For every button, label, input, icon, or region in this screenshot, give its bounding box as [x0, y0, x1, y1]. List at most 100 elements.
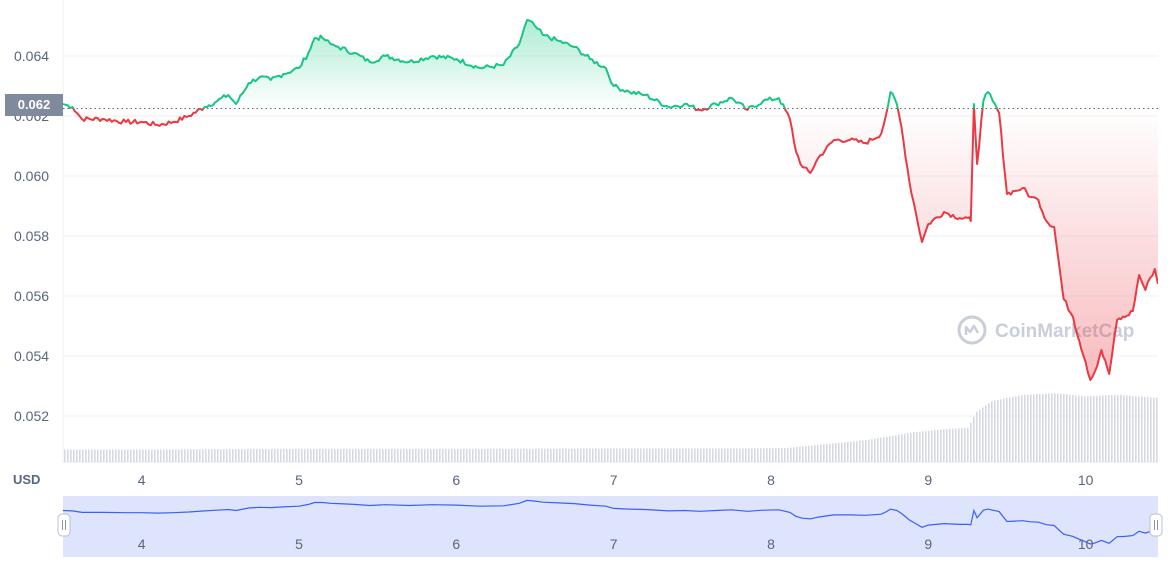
navigator-right-handle[interactable] [1149, 513, 1163, 537]
navigator-left-handle[interactable] [57, 513, 71, 537]
volume-bar [109, 449, 111, 462]
volume-bar [103, 449, 105, 462]
volume-bar [568, 448, 570, 462]
volume-bar [1147, 397, 1149, 462]
volume-bar [853, 441, 855, 462]
volume-bar [283, 448, 285, 462]
volume-bar [1087, 396, 1089, 462]
volume-bar [979, 409, 981, 462]
volume-bar [1060, 393, 1062, 462]
volume-bar [670, 448, 672, 462]
volume-bar [223, 449, 225, 462]
volume-bar [430, 448, 432, 462]
volume-bar [1030, 394, 1032, 462]
volume-bar [1099, 395, 1101, 462]
volume-bar [136, 449, 138, 462]
volume-bar [841, 442, 843, 462]
volume-bar [328, 448, 330, 462]
volume-bar [106, 449, 108, 462]
volume-bar [700, 448, 702, 462]
volume-bar [445, 448, 447, 462]
volume-bar [631, 448, 633, 462]
volume-bar [847, 441, 849, 462]
navigator-tick-label: 9 [924, 536, 932, 552]
volume-bar [634, 448, 636, 462]
volume-bar [1126, 395, 1128, 462]
volume-bar [1024, 394, 1026, 462]
volume-bar [475, 448, 477, 462]
volume-bar [829, 443, 831, 462]
volume-bar [487, 448, 489, 462]
volume-bar [757, 448, 759, 462]
volume-bar [175, 449, 177, 462]
volume-bar [412, 448, 414, 462]
volume-bar [478, 448, 480, 462]
volume-bar [70, 449, 72, 462]
volume-bar [505, 448, 507, 462]
volume-bar [466, 448, 468, 462]
volume-bar [64, 449, 66, 462]
volume-bar [985, 405, 987, 462]
navigator[interactable]: 4 5 6 7 8 9 10 [57, 496, 1163, 557]
volume-bar [1078, 395, 1080, 462]
volume-bar [1090, 396, 1092, 462]
volume-bar [730, 448, 732, 462]
volume-bar [886, 436, 888, 462]
volume-bar [193, 449, 195, 462]
volume-bar [166, 449, 168, 462]
volume-bar [88, 449, 90, 462]
volume-bar [502, 448, 504, 462]
volume-bar [310, 448, 312, 462]
volume-bar [550, 448, 552, 462]
volume-bar [490, 448, 492, 462]
volume-bar [541, 448, 543, 462]
volume-bar [301, 448, 303, 462]
volume-bar [376, 448, 378, 462]
volume-bar [991, 401, 993, 462]
volume-bar [673, 448, 675, 462]
volume-bar [316, 448, 318, 462]
volume-bar [562, 448, 564, 462]
volume-bar [1003, 398, 1005, 462]
volume-bar [547, 448, 549, 462]
volume-bar [535, 448, 537, 462]
volume-bar [160, 449, 162, 462]
volume-bar [976, 411, 978, 462]
volume-bar [481, 448, 483, 462]
volume-bar [1066, 394, 1068, 462]
volume-bar [79, 449, 81, 462]
volume-bar [526, 448, 528, 462]
volume-bar [97, 449, 99, 462]
volume-bar [664, 448, 666, 462]
volume-bar [133, 449, 135, 462]
volume-bar [817, 444, 819, 462]
volume-bar [640, 448, 642, 462]
volume-bar [931, 430, 933, 462]
volume-bar [1039, 394, 1041, 462]
volume-bar [1015, 396, 1017, 462]
volume-bar [601, 448, 603, 462]
volume-bar [511, 448, 513, 462]
volume-bar [211, 449, 213, 462]
volume-bar [790, 447, 792, 462]
navigator-tick-label: 5 [295, 536, 303, 552]
volume-bar [787, 447, 789, 462]
volume-bar [268, 448, 270, 462]
volume-bar [1045, 393, 1047, 462]
x-tick-label: 4 [138, 472, 146, 488]
volume-bar [988, 403, 990, 462]
volume-bar [1027, 394, 1029, 462]
volume-bar [190, 449, 192, 462]
volume-bar [628, 448, 630, 462]
navigator-range[interactable] [63, 496, 1158, 557]
volume-bar [862, 440, 864, 462]
volume-bar [256, 449, 258, 462]
volume-bar [214, 449, 216, 462]
volume-bar [157, 449, 159, 462]
volume-bar [964, 427, 966, 462]
volume-bar [958, 428, 960, 462]
volume-bar [715, 448, 717, 462]
volume-bar [775, 448, 777, 462]
volume-bar [556, 448, 558, 462]
